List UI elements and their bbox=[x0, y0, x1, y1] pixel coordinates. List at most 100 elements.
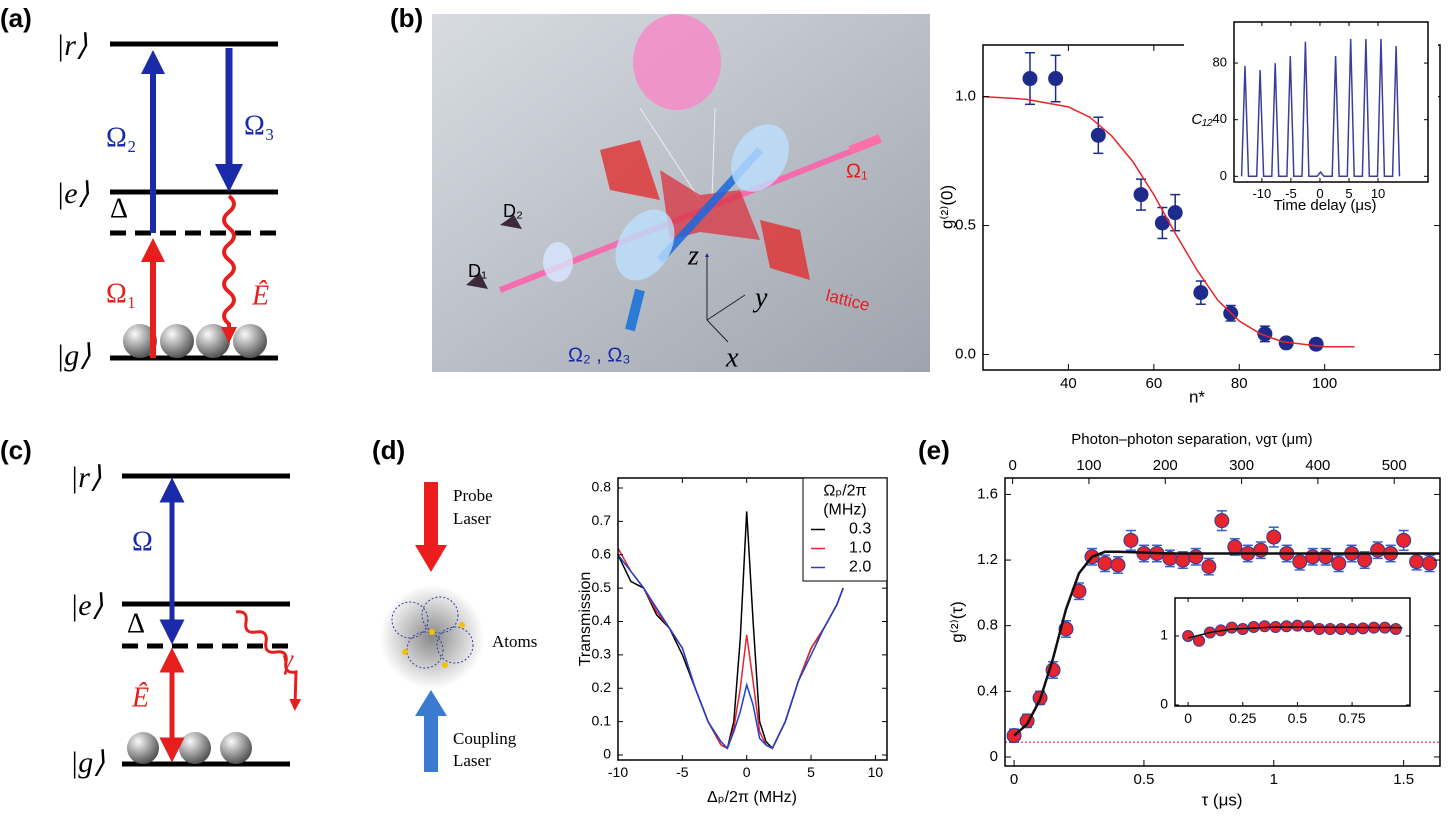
y-tick-label: 80 bbox=[1213, 54, 1227, 69]
panel-label: (b) bbox=[390, 3, 423, 33]
y-tick-label: 0 bbox=[990, 748, 998, 765]
atom-dot bbox=[459, 622, 465, 628]
x-tick-label: 10 bbox=[1371, 186, 1385, 201]
lens bbox=[731, 124, 789, 192]
wavy-arrow bbox=[221, 194, 237, 343]
y-tick-label: 0.7 bbox=[592, 512, 612, 528]
detector bbox=[500, 215, 522, 229]
y-axis-label: g⁽²⁾(τ) bbox=[947, 601, 966, 643]
lens bbox=[543, 242, 573, 282]
blockade-sphere bbox=[436, 626, 474, 664]
x-tick-label: 0.75 bbox=[1338, 710, 1365, 726]
x-tick-label: 0 bbox=[1010, 771, 1018, 788]
atom-dot bbox=[402, 649, 408, 655]
y-tick-label: 0.2 bbox=[592, 679, 612, 695]
marker bbox=[1266, 529, 1282, 545]
marker bbox=[1331, 555, 1347, 571]
zoom-line bbox=[639, 107, 701, 201]
y-tick-label: 0 bbox=[603, 746, 611, 762]
level-label: |r⟩ bbox=[70, 461, 102, 494]
y-tick-label: 0.4 bbox=[977, 682, 998, 699]
x-tick-label: -5 bbox=[676, 764, 689, 780]
x-tick-label: 100 bbox=[1312, 375, 1337, 392]
field-label: Ê bbox=[131, 682, 149, 713]
panel-label: (e) bbox=[918, 435, 950, 465]
legend-title: (MHz) bbox=[823, 502, 867, 519]
detector-label: D₁ bbox=[468, 261, 487, 281]
x-tick-label: 60 bbox=[1145, 375, 1162, 392]
plot-area bbox=[1005, 510, 1440, 744]
x-tick-label: 80 bbox=[1231, 375, 1248, 392]
diagram-a: |r⟩ |e⟩ |g⟩ Δ Ω₂ Ω₃ Ω₁ Ê bbox=[56, 29, 278, 372]
panel-label: (d) bbox=[372, 435, 405, 465]
marker bbox=[1097, 555, 1113, 571]
x2-tick-label: 500 bbox=[1382, 457, 1407, 474]
lattice-arrow bbox=[760, 220, 810, 280]
wavy-arrow bbox=[235, 610, 302, 711]
marker bbox=[1123, 532, 1139, 548]
coupling-label: Coupling bbox=[453, 729, 517, 748]
field-label: γ bbox=[282, 644, 294, 675]
field-label: Ê bbox=[251, 280, 269, 311]
marker bbox=[1258, 620, 1271, 633]
x-axis-label: Time delay (μs) bbox=[1273, 197, 1376, 214]
marker bbox=[1308, 336, 1324, 352]
series-line bbox=[1187, 626, 1403, 639]
marker bbox=[1305, 549, 1321, 565]
marker bbox=[1201, 559, 1217, 575]
lattice-arrow bbox=[600, 140, 660, 200]
blockade-sphere bbox=[391, 601, 429, 639]
legend-box bbox=[802, 477, 888, 582]
y-tick-label: 0.8 bbox=[592, 479, 612, 495]
marker bbox=[1247, 620, 1260, 633]
panel-label: (c) bbox=[0, 435, 32, 465]
x-axis-label: n* bbox=[1189, 387, 1205, 406]
x-tick-label: 10 bbox=[868, 764, 884, 780]
marker bbox=[1193, 285, 1209, 301]
marker bbox=[1302, 620, 1315, 633]
x-axis-label: τ (μs) bbox=[1201, 790, 1242, 809]
atom bbox=[160, 324, 194, 358]
detuning-label: Δ bbox=[110, 193, 128, 224]
axis bbox=[706, 294, 746, 321]
panel-label: (a) bbox=[0, 3, 32, 33]
x-tick-label: 0 bbox=[743, 764, 751, 780]
marker bbox=[1182, 629, 1195, 642]
diagram-c: |r⟩ |e⟩ |g⟩ Δ Ω Ê γ bbox=[70, 461, 302, 779]
field-label: Ω₂ bbox=[106, 122, 137, 153]
marker bbox=[1396, 532, 1412, 548]
x-tick-label: 0 bbox=[1184, 710, 1192, 726]
series-line bbox=[983, 95, 1355, 348]
plot-area bbox=[618, 511, 844, 750]
marker bbox=[1324, 623, 1337, 636]
y-tick-label: 0.3 bbox=[592, 646, 612, 662]
sample-label: Atoms bbox=[492, 632, 537, 651]
marker bbox=[1090, 127, 1106, 143]
y-tick-label: 0.6 bbox=[592, 545, 612, 561]
field-label: Ω₁ bbox=[106, 278, 137, 309]
x-tick-label: 40 bbox=[1060, 375, 1077, 392]
legend-label: 2.0 bbox=[849, 559, 871, 576]
marker bbox=[1318, 549, 1334, 565]
x-tick-label: 1 bbox=[1270, 771, 1278, 788]
y-tick-label: 0.4 bbox=[592, 612, 612, 628]
atom-dot bbox=[429, 629, 435, 635]
atom bbox=[127, 732, 159, 764]
detector-label: D₂ bbox=[503, 201, 523, 221]
level-label: |r⟩ bbox=[56, 29, 88, 62]
plot-area bbox=[1182, 619, 1403, 647]
axis-label: x bbox=[725, 342, 739, 373]
marker bbox=[1048, 71, 1064, 87]
marker bbox=[1188, 549, 1204, 565]
marker bbox=[1313, 623, 1326, 636]
zoom-line bbox=[711, 107, 716, 201]
atom bbox=[196, 324, 230, 358]
zoom-ellipse bbox=[633, 14, 721, 110]
x-tick-label: -5 bbox=[1285, 186, 1297, 201]
control-arrow bbox=[625, 288, 645, 332]
field-label: Ω₃ bbox=[244, 110, 275, 141]
marker bbox=[1357, 622, 1369, 635]
marker bbox=[1389, 623, 1402, 636]
x2-tick-label: 200 bbox=[1153, 457, 1178, 474]
x2-tick-label: 300 bbox=[1229, 457, 1254, 474]
